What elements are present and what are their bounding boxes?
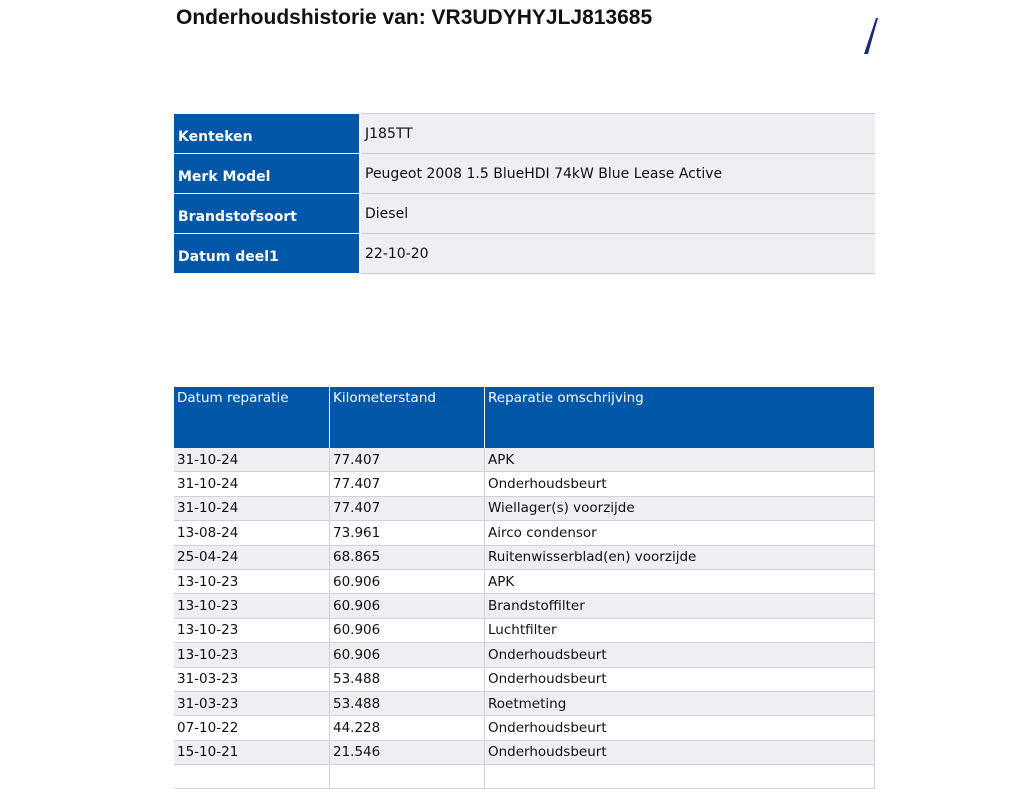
cell-mileage: 21.546 [329, 740, 485, 766]
cell-mileage: 53.488 [329, 667, 485, 692]
table-row: 31-03-23 53.488 Roetmeting [174, 691, 875, 717]
cell-empty [174, 764, 330, 789]
cell-mileage: 60.906 [329, 642, 485, 668]
table-row: 31-10-24 77.407 Wiellager(s) voorzijde [174, 496, 875, 522]
table-row: 15-10-21 21.546 Onderhoudsbeurt [174, 740, 875, 766]
cell-description: Roetmeting [484, 691, 875, 717]
table-row: 25-04-24 68.865 Ruitenwisserblad(en) voorz… [174, 545, 875, 570]
cell-date: 07-10-22 [174, 715, 330, 741]
cell-description: Onderhoudsbeurt [484, 715, 875, 741]
cell-description: Brandstoffilter [484, 593, 875, 619]
info-row: Merk Model Peugeot 2008 1.5 BlueHDI 74kW … [174, 153, 875, 194]
logo-fragment-icon [864, 18, 878, 54]
cell-description: Luchtfilter [484, 618, 875, 644]
maintenance-history-table: Datum reparatie Kilometerstand Reparatie… [174, 387, 875, 789]
cell-date: 31-03-23 [174, 667, 330, 692]
cell-mileage: 44.228 [329, 715, 485, 741]
table-row: 13-08-24 73.961 Airco condensor [174, 520, 875, 546]
cell-date: 15-10-21 [174, 740, 330, 766]
cell-mileage: 53.488 [329, 691, 485, 717]
cell-date: 13-10-23 [174, 642, 330, 668]
info-row: Datum deel1 22-10-20 [174, 233, 875, 274]
cell-description: APK [484, 448, 875, 473]
column-header-description: Reparatie omschrijving [484, 387, 875, 448]
table-header-row: Datum reparatie Kilometerstand Reparatie… [174, 387, 875, 448]
cell-description: Onderhoudsbeurt [484, 740, 875, 766]
cell-mileage: 68.865 [329, 545, 485, 570]
info-label: Datum deel1 [174, 233, 361, 274]
cell-description: Onderhoudsbeurt [484, 642, 875, 668]
cell-description: Airco condensor [484, 520, 875, 546]
cell-mileage: 60.906 [329, 618, 485, 644]
cell-description: Wiellager(s) voorzijde [484, 496, 875, 522]
table-row: 07-10-22 44.228 Onderhoudsbeurt [174, 715, 875, 741]
cell-date: 31-03-23 [174, 691, 330, 717]
cell-mileage: 77.407 [329, 496, 485, 522]
info-label: Kenteken [174, 113, 361, 154]
info-label: Brandstofsoort [174, 193, 361, 234]
info-row: Kenteken J185TT [174, 113, 875, 154]
cell-date: 13-10-23 [174, 569, 330, 595]
cell-mileage: 60.906 [329, 569, 485, 595]
cell-date: 31-10-24 [174, 471, 330, 497]
page-title: Onderhoudshistorie van: VR3UDYHYJLJ81368… [176, 6, 653, 29]
cell-mileage: 73.961 [329, 520, 485, 546]
cell-description: Onderhoudsbeurt [484, 667, 875, 692]
vehicle-info-table: Kenteken J185TT Merk Model Peugeot 2008 1.5… [174, 113, 875, 274]
table-row: 13-10-23 60.906 Luchtfilter [174, 618, 875, 644]
table-row-partial [174, 764, 875, 789]
cell-description: Onderhoudsbeurt [484, 471, 875, 497]
info-value: Diesel [360, 193, 875, 234]
table-row: 13-10-23 60.906 Brandstoffilter [174, 593, 875, 619]
cell-date: 31-10-24 [174, 448, 330, 473]
column-header-date: Datum reparatie [174, 387, 330, 448]
info-label: Merk Model [174, 153, 361, 194]
cell-mileage: 77.407 [329, 448, 485, 473]
cell-date: 13-10-23 [174, 593, 330, 619]
cell-empty [329, 764, 485, 789]
cell-mileage: 77.407 [329, 471, 485, 497]
cell-description: Ruitenwisserblad(en) voorzijde [484, 545, 875, 570]
column-header-mileage: Kilometerstand [329, 387, 485, 448]
cell-mileage: 60.906 [329, 593, 485, 619]
cell-description: APK [484, 569, 875, 595]
info-row: Brandstofsoort Diesel [174, 193, 875, 234]
cell-date: 25-04-24 [174, 545, 330, 570]
info-value: Peugeot 2008 1.5 BlueHDI 74kW Blue Lease… [360, 153, 875, 194]
cell-date: 31-10-24 [174, 496, 330, 522]
cell-date: 13-10-23 [174, 618, 330, 644]
table-row: 31-10-24 77.407 Onderhoudsbeurt [174, 471, 875, 497]
table-row: 13-10-23 60.906 APK [174, 569, 875, 595]
table-row: 31-10-24 77.407 APK [174, 448, 875, 473]
info-value: J185TT [360, 113, 875, 154]
table-row: 31-03-23 53.488 Onderhoudsbeurt [174, 667, 875, 692]
info-value: 22-10-20 [360, 233, 875, 274]
cell-empty [484, 764, 875, 789]
cell-date: 13-08-24 [174, 520, 330, 546]
table-row: 13-10-23 60.906 Onderhoudsbeurt [174, 642, 875, 668]
